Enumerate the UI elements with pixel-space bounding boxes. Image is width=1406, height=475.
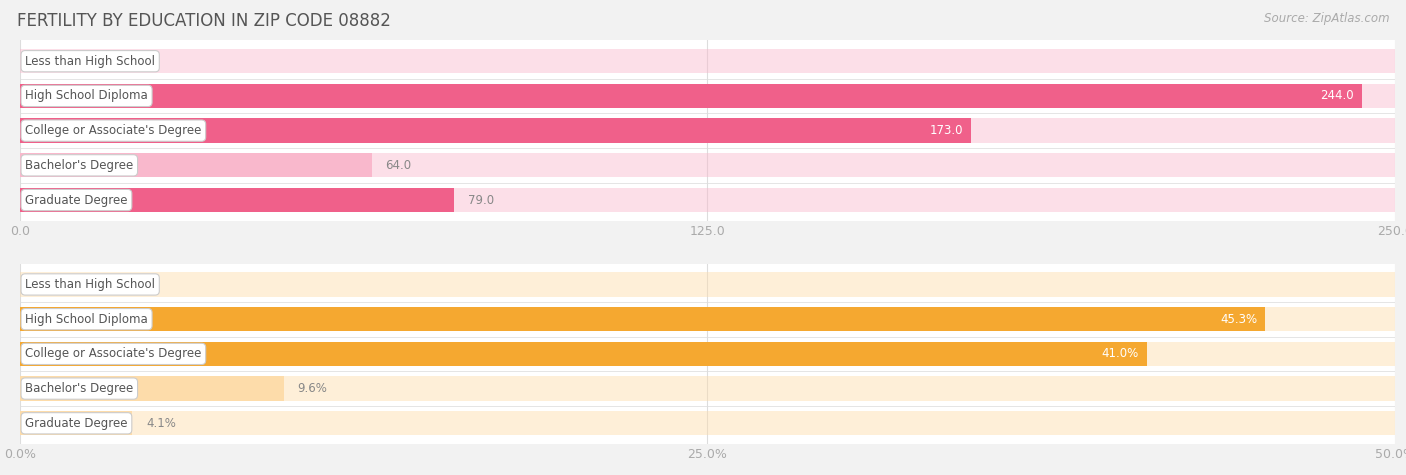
Text: 45.3%: 45.3% xyxy=(1220,313,1257,326)
Text: 9.6%: 9.6% xyxy=(298,382,328,395)
Text: College or Associate's Degree: College or Associate's Degree xyxy=(25,124,201,137)
Bar xyxy=(20,188,1395,212)
Text: 0.0%: 0.0% xyxy=(34,278,63,291)
Text: 41.0%: 41.0% xyxy=(1102,347,1139,361)
Bar xyxy=(20,342,1147,366)
Text: High School Diploma: High School Diploma xyxy=(25,313,148,326)
Text: Less than High School: Less than High School xyxy=(25,55,155,68)
Text: Graduate Degree: Graduate Degree xyxy=(25,193,128,207)
Bar xyxy=(20,307,1265,332)
Text: 79.0: 79.0 xyxy=(468,193,494,207)
Bar xyxy=(20,49,1395,73)
Text: 244.0: 244.0 xyxy=(1320,89,1354,103)
Text: 64.0: 64.0 xyxy=(385,159,412,172)
Text: Source: ZipAtlas.com: Source: ZipAtlas.com xyxy=(1264,12,1389,25)
Bar xyxy=(20,153,371,178)
Bar xyxy=(20,411,1395,436)
Text: High School Diploma: High School Diploma xyxy=(25,89,148,103)
Text: Less than High School: Less than High School xyxy=(25,278,155,291)
Text: FERTILITY BY EDUCATION IN ZIP CODE 08882: FERTILITY BY EDUCATION IN ZIP CODE 08882 xyxy=(17,12,391,30)
Bar xyxy=(20,118,972,143)
Text: 4.1%: 4.1% xyxy=(146,417,176,430)
Bar xyxy=(20,153,1395,178)
Bar xyxy=(20,272,1395,296)
Bar xyxy=(20,411,132,436)
Text: Graduate Degree: Graduate Degree xyxy=(25,417,128,430)
Text: College or Associate's Degree: College or Associate's Degree xyxy=(25,347,201,361)
Bar xyxy=(20,118,1395,143)
Bar xyxy=(20,376,1395,401)
Bar xyxy=(20,188,454,212)
Bar xyxy=(20,342,1395,366)
Bar xyxy=(20,376,284,401)
Text: 0.0: 0.0 xyxy=(34,55,52,68)
Text: Bachelor's Degree: Bachelor's Degree xyxy=(25,159,134,172)
Text: Bachelor's Degree: Bachelor's Degree xyxy=(25,382,134,395)
Bar xyxy=(20,307,1395,332)
Bar xyxy=(20,84,1395,108)
Text: 173.0: 173.0 xyxy=(929,124,963,137)
Bar xyxy=(20,84,1362,108)
